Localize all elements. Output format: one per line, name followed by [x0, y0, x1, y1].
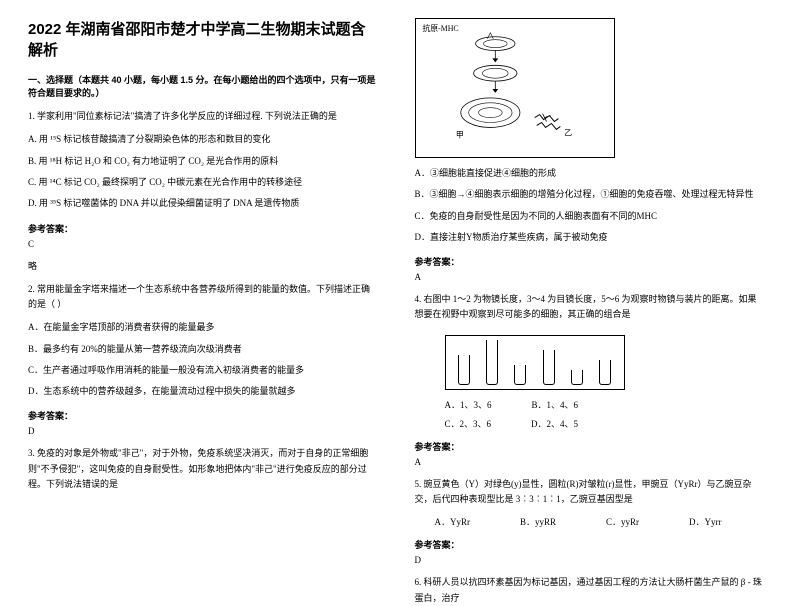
section-header: 一、选择题（本题共 40 小题，每小题 1.5 分。在每小题给出的四个选项中，只… — [28, 74, 379, 99]
q3-answer-label: 参考答案： — [415, 255, 766, 268]
q3-option-d: D．直接注射Y物质治疗某些疾病，属于被动免疫 — [415, 230, 766, 245]
q4-answer-label: 参考答案： — [415, 440, 766, 453]
q1-option-d: D. 用 ³⁵S 标记噬菌体的 DNA 并以此侵染细菌证明了 DNA 是遗传物质 — [28, 196, 379, 211]
page-title: 2022 年湖南省邵阳市楚才中学高二生物期末试题含解析 — [28, 18, 379, 60]
q2-answer-label: 参考答案： — [28, 409, 379, 422]
tube-3 — [514, 365, 526, 385]
q2-option-a: A．在能量金字塔顶部的消费者获得的能量最多 — [28, 320, 379, 335]
q4-option-b: B．1、4、6 — [532, 398, 579, 411]
svg-text:甲: 甲 — [455, 130, 463, 139]
q1-answer: C — [28, 239, 379, 249]
q4-option-d: D．2、4、5 — [531, 417, 578, 430]
q4-answer: A — [415, 457, 766, 467]
q2-answer: D — [28, 426, 379, 436]
q2-option-b: B．最多约有 20%的能量从第一营养级流向次级消费者 — [28, 342, 379, 357]
tube-diagram — [445, 335, 625, 390]
tube-1 — [458, 355, 470, 385]
q5-option-c: C．yyRr — [606, 515, 639, 528]
q3-option-c: C．免疫的自身耐受性是因为不同的人细胞表面有不同的MHC — [415, 209, 766, 224]
q5-option-b: B．yyRR — [520, 515, 556, 528]
tube-2 — [486, 340, 498, 385]
q1-option-a: A. 用 ¹⁵S 标记核苷酸搞清了分裂期染色体的形态和数目的变化 — [28, 132, 379, 147]
tube-6 — [599, 360, 611, 385]
q6-stem: 6. 科研人员以抗四环素基因为标记基因，通过基因工程的方法让大肠杆菌生产鼠的 β… — [415, 575, 766, 606]
q3-answer: A — [415, 272, 766, 282]
q3-option-b: B．③细胞→④细胞表示细胞的增殖分化过程，①细胞的免疫吞噬、处理过程无特异性 — [415, 187, 766, 202]
tube-5 — [571, 370, 583, 385]
q2-option-d: D．生态系统中的营养级越多，在能量流动过程中损失的能量就越多 — [28, 384, 379, 399]
q1-option-b: B. 用 ¹⁸H 标记 H₂O 和 CO₂ 有力地证明了 CO₂ 是光合作用的原… — [28, 154, 379, 169]
q2-option-c: C．生产者通过呼吸作用消耗的能量一般没有流入初级消费者的能量多 — [28, 363, 379, 378]
svg-text:乙: 乙 — [564, 128, 572, 137]
q4-option-c: C．2、3、6 — [445, 417, 492, 430]
q5-stem: 5. 豌豆黄色（Y）对绿色(y)显性，圆粒(R)对皱粒(r)显性，甲豌豆（YyR… — [415, 477, 766, 508]
q4-option-a: A．1、3、6 — [445, 398, 492, 411]
q3-stem: 3. 免疫的对象是外物或"非己"，对于外物，免疫系统坚决消灭，而对于自身的正常细… — [28, 446, 379, 492]
q5-option-a: A．YyRr — [435, 515, 471, 528]
q1-answer-label: 参考答案： — [28, 222, 379, 235]
q1-note: 略 — [28, 259, 379, 272]
q2-stem: 2. 常用能量金字塔来描述一个生态系统中各营养级所得到的能量的数值。下列描述正确… — [28, 282, 379, 313]
q5-answer-label: 参考答案： — [415, 538, 766, 551]
tube-4 — [543, 350, 555, 385]
q1-stem: 1. 学家利用"同位素标记法"搞清了许多化学反应的详细过程. 下列说法正确的是 — [28, 109, 379, 124]
q5-option-d: D．Yyrr — [689, 515, 722, 528]
cell-diagram: 抗原-MHC 甲 乙 — [415, 18, 615, 158]
q5-answer: D — [415, 555, 766, 565]
q3-option-a: A．③细胞能直接促进④细胞的形成 — [415, 166, 766, 181]
q1-option-c: C. 用 ¹⁴C 标记 CO₂ 最终探明了 CO₂ 中碳元素在光合作用中的转移途… — [28, 175, 379, 190]
diagram-label: 抗原-MHC — [422, 23, 458, 33]
q4-stem: 4. 右图中 1～2 为物镜长度，3～4 为目镜长度，5～6 为观察时物镜与装片… — [415, 292, 766, 323]
